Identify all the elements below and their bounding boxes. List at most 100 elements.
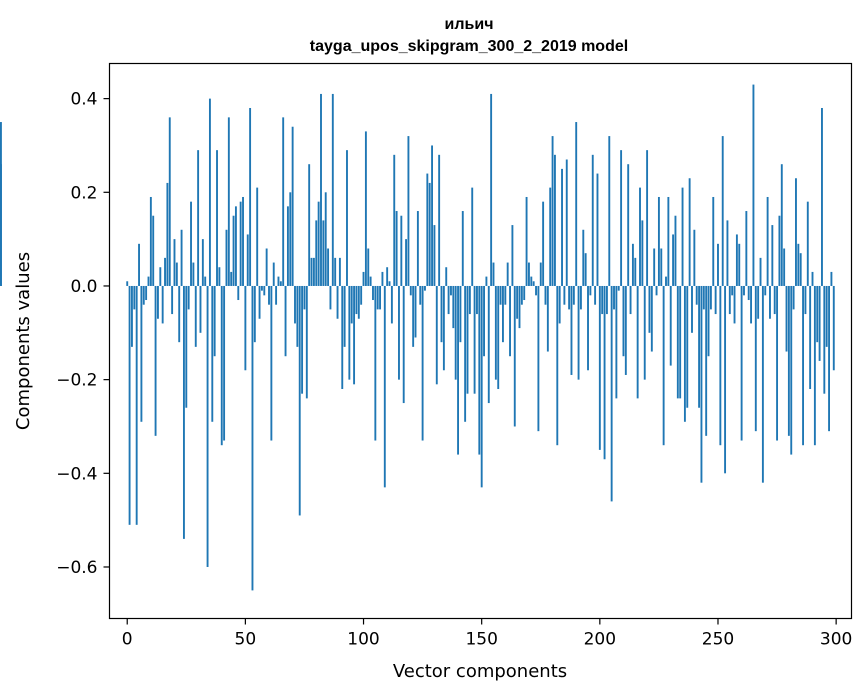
bar-165 xyxy=(516,285,519,319)
bar-75 xyxy=(303,285,306,310)
bar-288 xyxy=(806,201,809,286)
bar-71 xyxy=(294,285,296,324)
bar-299 xyxy=(832,285,835,371)
bar-206 xyxy=(613,285,615,310)
bar-186 xyxy=(565,159,568,286)
bar-244 xyxy=(702,285,705,310)
bar-122 xyxy=(414,285,417,338)
bar-160 xyxy=(504,285,507,305)
bar-164 xyxy=(513,285,516,427)
bar-52 xyxy=(249,107,252,286)
bar-207 xyxy=(615,285,618,399)
chart-subtitle: tayga_upos_skipgram_300_2_2019 model xyxy=(310,38,628,55)
bar-250 xyxy=(717,243,719,286)
bar-229 xyxy=(667,196,670,286)
bar-144 xyxy=(466,285,469,394)
bar-154 xyxy=(490,93,493,286)
bar-199 xyxy=(596,173,599,286)
bar-282 xyxy=(792,285,795,310)
bar-224 xyxy=(655,285,658,296)
bar-23 xyxy=(180,229,183,286)
bar-130 xyxy=(433,225,436,286)
bar-128 xyxy=(428,182,431,286)
bar-248 xyxy=(712,196,715,286)
bar-237 xyxy=(686,285,689,408)
bar-167 xyxy=(520,285,523,305)
bar-31 xyxy=(199,285,202,333)
bar-25 xyxy=(185,285,188,408)
bar-112 xyxy=(390,285,393,324)
bar-281 xyxy=(790,285,793,455)
bar-180 xyxy=(551,136,554,286)
y-tick-label: −0.6 xyxy=(56,558,97,578)
bar-235 xyxy=(681,187,684,286)
bar-38 xyxy=(216,150,218,286)
bar-10 xyxy=(149,196,152,286)
bar-129 xyxy=(431,145,433,286)
bar-258 xyxy=(735,234,738,286)
bar-228 xyxy=(665,276,667,286)
bar-46 xyxy=(234,206,237,286)
bar-254 xyxy=(726,220,729,286)
bar-246 xyxy=(707,285,710,357)
bar-54 xyxy=(253,285,256,343)
bar-182 xyxy=(556,285,559,446)
bar-61 xyxy=(270,285,273,441)
bar-120 xyxy=(409,285,412,296)
bar-241 xyxy=(695,285,698,305)
bar-210 xyxy=(622,285,625,357)
bar-12 xyxy=(154,285,157,436)
bar-84 xyxy=(324,192,327,286)
y-axis-ticks: −0.6 −0.4 −0.2 0.0 0.2 0.4 xyxy=(56,90,110,578)
bar-262 xyxy=(745,211,748,286)
bar-119 xyxy=(407,136,410,286)
bar-53 xyxy=(251,285,254,591)
bar-1 xyxy=(128,285,131,525)
bar-32 xyxy=(201,239,204,286)
bar-272 xyxy=(769,285,771,319)
bar-169 xyxy=(525,196,528,286)
bar-168 xyxy=(523,285,526,301)
bar-188 xyxy=(570,285,573,375)
bar-47 xyxy=(237,285,240,301)
bar-183 xyxy=(558,285,561,324)
bar-67 xyxy=(284,285,287,357)
bar-121 xyxy=(412,285,415,347)
bar-104 xyxy=(372,285,374,301)
bar-28 xyxy=(192,262,195,286)
bar-15 xyxy=(161,285,164,324)
bar-2 xyxy=(131,285,133,347)
bar-158 xyxy=(499,285,502,305)
bar-74 xyxy=(301,285,304,394)
bar-87 xyxy=(331,93,334,286)
bar-239 xyxy=(691,285,693,333)
chart-title: ильич xyxy=(445,16,494,33)
bar-64 xyxy=(277,276,280,286)
bar-63 xyxy=(275,285,278,305)
bar-44 xyxy=(230,271,233,286)
bar-216 xyxy=(636,285,639,399)
bar-4 xyxy=(135,285,138,525)
bar-69 xyxy=(289,192,292,286)
bar-89 xyxy=(336,285,339,319)
bar-73 xyxy=(298,285,301,516)
bar-103 xyxy=(369,276,372,286)
bar-230 xyxy=(669,285,672,366)
bar-217 xyxy=(639,187,641,286)
bar-111 xyxy=(388,281,391,286)
bar-68 xyxy=(286,206,289,286)
bar-148 xyxy=(476,285,478,315)
x-tick-label: 100 xyxy=(347,630,379,650)
bar-238 xyxy=(688,178,691,286)
bar-155 xyxy=(492,262,495,286)
bar-132 xyxy=(438,154,441,286)
bar-192 xyxy=(579,285,582,310)
bar-13 xyxy=(157,285,159,319)
bar-269 xyxy=(761,285,764,483)
bar-60 xyxy=(268,285,270,305)
bar-153 xyxy=(487,285,490,404)
bar-268 xyxy=(759,257,762,286)
bar-233 xyxy=(676,285,679,399)
bar-187 xyxy=(568,285,571,310)
bar-136 xyxy=(447,285,450,315)
